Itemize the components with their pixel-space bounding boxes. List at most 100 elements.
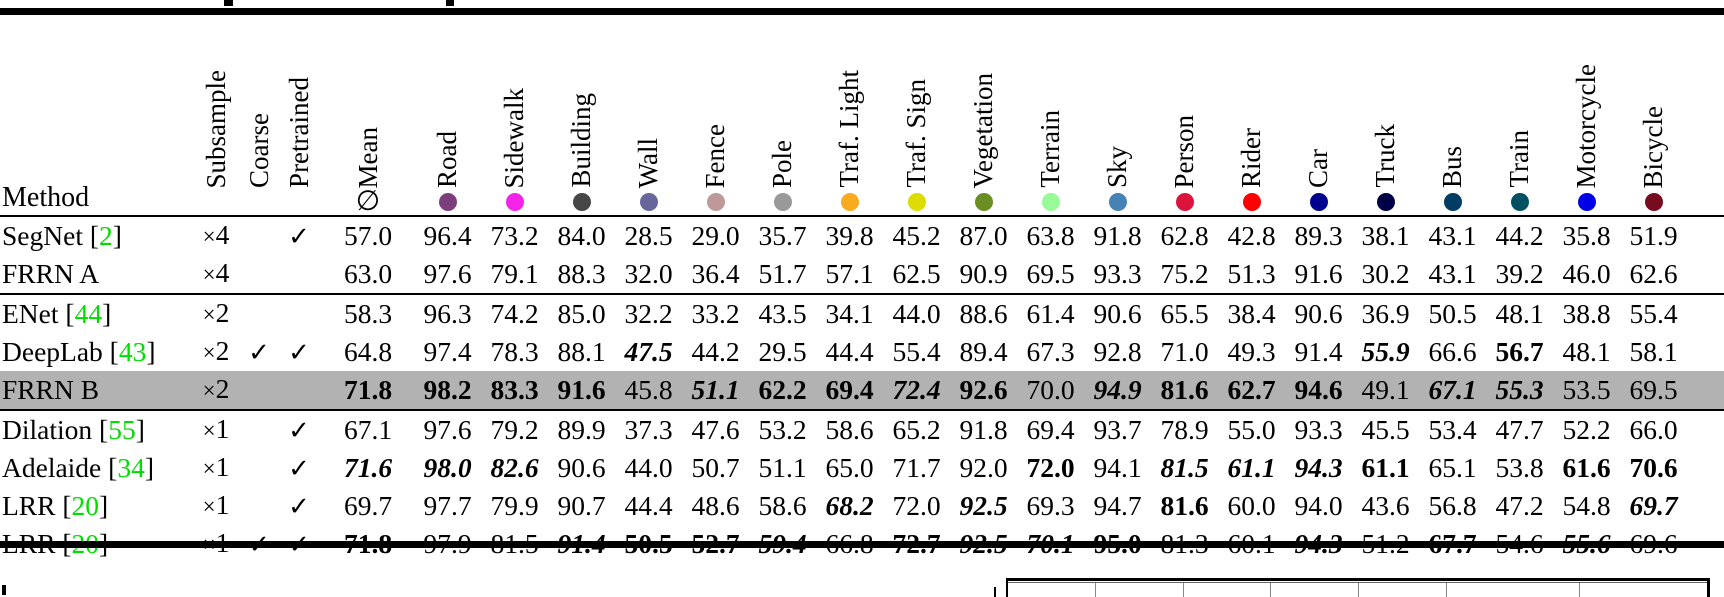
column-header-road: Road (414, 15, 481, 217)
value-cell-traf-light: 57.1 (816, 255, 883, 295)
value-cell-rider: 61.1 (1227, 452, 1276, 483)
value-cell-building: 91.6 (548, 371, 615, 411)
value-cell-bicycle: 55.4 (1629, 298, 1678, 329)
column-label: Traf. Sign (901, 79, 931, 188)
method-name: LRR (2, 490, 56, 521)
method-cell: ENet [44] (2, 298, 112, 329)
value-cell-road: 97.7 (423, 490, 472, 521)
value-cell-traf-sign: 71.7 (892, 452, 941, 483)
column-label: Car (1303, 149, 1333, 188)
mean-value-cell: 71.6 (343, 452, 393, 483)
value-cell-traf-light: 39.8 (825, 220, 874, 251)
value-cell-rider: 51.3 (1218, 255, 1285, 295)
subsample-cell: ×2 (202, 297, 230, 328)
value-cell-car: 89.3 (1294, 220, 1343, 251)
value-cell-car: 93.3 (1294, 414, 1343, 445)
value-cell-truck: 55.9 (1361, 336, 1410, 367)
value-cell-vegetation: 92.5 (959, 490, 1008, 521)
value-cell-vegetation: 92.6 (950, 371, 1017, 411)
method-name: SegNet (2, 220, 83, 251)
table-row: FRRN A ×4 63.0 97.6 79.1 88.3 32.0 36.4 51.7 57.1… (0, 255, 1724, 295)
times-symbol: × (202, 302, 216, 327)
value-cell-vegetation: 89.4 (959, 336, 1008, 367)
column-header-sky: Sky (1084, 15, 1151, 217)
value-cell-wall: 44.0 (624, 452, 673, 483)
table-bottom-rule (0, 541, 1724, 548)
times-symbol: × (202, 262, 216, 287)
value-cell-bicycle: 58.1 (1629, 336, 1678, 367)
value-cell-bicycle: 62.6 (1620, 255, 1687, 295)
mean-value-cell: 58.3 (343, 298, 393, 329)
times-symbol: × (202, 456, 216, 481)
pretrained-cell (276, 371, 322, 411)
caption-fragment (446, 0, 454, 6)
citation-link[interactable]: 43 (118, 336, 147, 367)
value-cell-motorcycle: 54.8 (1562, 490, 1611, 521)
pretrained-cell: ✓ (276, 333, 322, 371)
value-cell-bus: 66.6 (1428, 336, 1477, 367)
value-cell-bicycle: 70.6 (1629, 452, 1678, 483)
class-color-dot-truck (1376, 193, 1395, 211)
value-cell-sky: 93.3 (1084, 255, 1151, 295)
value-cell-truck: 38.1 (1361, 220, 1410, 251)
value-cell-road: 97.6 (423, 414, 472, 445)
column-header-sidewalk: Sidewalk (481, 15, 548, 217)
value-cell-sidewalk: 83.3 (481, 371, 548, 411)
value-cell-truck: 36.9 (1361, 298, 1410, 329)
column-label: Bus (1437, 145, 1467, 188)
citation-link[interactable]: 2 (99, 220, 113, 251)
column-header-pretrained: Pretrained (276, 15, 322, 217)
value-cell-vegetation: 92.0 (959, 452, 1008, 483)
value-cell-truck: 61.1 (1361, 452, 1410, 483)
value-cell-bus: 43.1 (1428, 220, 1477, 251)
value-cell-rider: 60.0 (1227, 490, 1276, 521)
column-header-truck: Truck (1352, 15, 1419, 217)
value-cell-traf-sign: 44.0 (892, 298, 941, 329)
value-cell-train: 44.2 (1495, 220, 1544, 251)
right-pad-cell (1687, 333, 1724, 371)
value-cell-rider: 38.4 (1227, 298, 1276, 329)
citation-link[interactable]: 55 (108, 414, 136, 445)
value-cell-motorcycle: 48.1 (1562, 336, 1611, 367)
value-cell-truck: 45.5 (1361, 414, 1410, 445)
value-cell-truck: 49.1 (1352, 371, 1419, 411)
mean-value-cell: 57.0 (343, 220, 393, 251)
column-label: Pretrained (283, 77, 314, 188)
value-cell-traf-light: 69.4 (816, 371, 883, 411)
value-cell-motorcycle: 38.8 (1562, 298, 1611, 329)
column-header-rider: Rider (1218, 15, 1285, 217)
mean-value-cell: 64.8 (343, 336, 393, 367)
column-label: Vegetation (968, 72, 998, 188)
class-color-dot-car (1309, 193, 1328, 211)
method-cell: Dilation [55] (2, 414, 145, 445)
value-cell-truck: 30.2 (1352, 255, 1419, 295)
value-cell-road: 96.3 (423, 298, 472, 329)
citation-link[interactable]: 20 (71, 490, 100, 521)
right-pad-cell (1687, 216, 1724, 255)
value-cell-traf-light: 34.1 (825, 298, 874, 329)
times-symbol: × (202, 224, 216, 249)
value-cell-person: 62.8 (1160, 220, 1209, 251)
coarse-cell (242, 487, 276, 525)
citation-link[interactable]: 44 (74, 298, 103, 329)
value-cell-traf-sign: 55.4 (892, 336, 941, 367)
value-cell-motorcycle: 52.2 (1562, 414, 1611, 445)
citation-link[interactable]: 34 (117, 452, 145, 483)
column-header-traf-sign: Traf. Sign (883, 15, 950, 217)
column-label: Traf. Light (834, 70, 864, 188)
value-cell-fence: 47.6 (691, 414, 740, 445)
column-label: Train (1504, 130, 1534, 188)
value-cell-pole: 53.2 (758, 414, 807, 445)
check-icon: ✓ (288, 415, 310, 445)
value-cell-train: 53.8 (1495, 452, 1544, 483)
value-cell-bus: 53.4 (1428, 414, 1477, 445)
right-pad-cell (1687, 255, 1724, 295)
mean-value-cell: 71.8 (322, 371, 414, 411)
value-cell-sidewalk: 78.3 (490, 336, 539, 367)
class-color-dot-person (1175, 193, 1194, 211)
value-cell-train: 55.3 (1486, 371, 1553, 411)
value-cell-building: 90.6 (557, 452, 606, 483)
coarse-cell (242, 410, 276, 449)
caption-fragment (2, 585, 6, 595)
next-table-fragment (1006, 578, 1710, 597)
